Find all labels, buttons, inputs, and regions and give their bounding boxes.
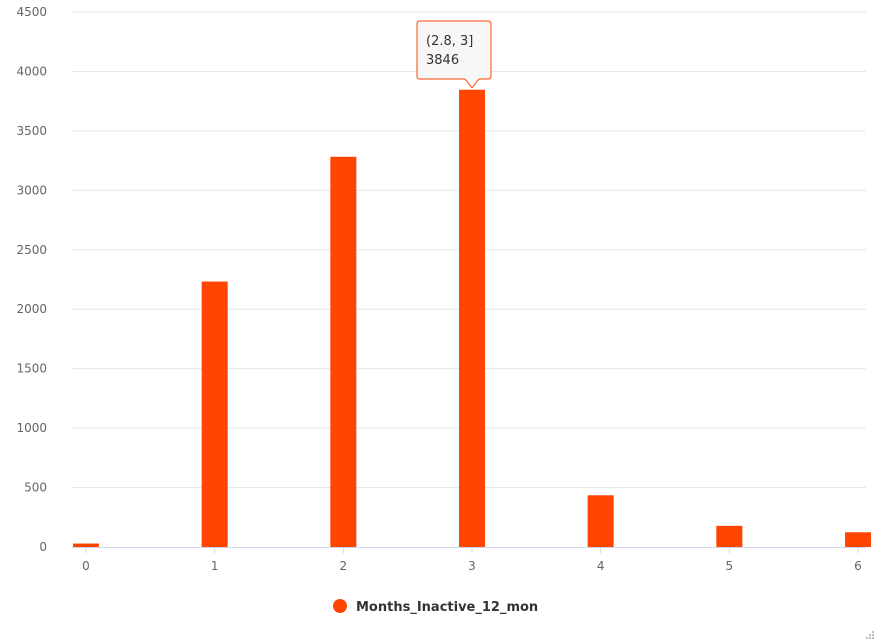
y-tick-label: 1000 [16,421,47,435]
bar[interactable] [845,532,871,547]
y-tick-label: 1500 [16,362,47,376]
x-tick-label: 0 [82,559,90,573]
x-tick-label: 5 [726,559,734,573]
y-tick-label: 4000 [16,64,47,78]
legend[interactable]: Months_Inactive_12_mon [333,599,538,615]
tooltip-value: 3846 [426,53,459,68]
legend-label[interactable]: Months_Inactive_12_mon [356,600,538,615]
bars [73,89,871,548]
x-tick-label: 6 [854,559,862,573]
y-tick-label: 0 [39,540,47,554]
x-tick-label: 2 [340,559,348,573]
y-tick-label: 2500 [16,243,47,257]
y-axis-tick-labels: 0 500 1000 1500 2000 2500 3000 3500 4000 4500 [16,5,47,554]
y-tick-label: 3500 [16,124,47,138]
bar[interactable] [330,156,357,547]
tooltip-label: (2.8, 3] [426,34,473,49]
tooltip-box [416,20,492,89]
y-tick-label: 2000 [16,302,47,316]
legend-marker[interactable] [333,599,347,613]
bar[interactable] [459,89,485,548]
bar[interactable] [587,495,614,547]
bar[interactable] [716,525,743,547]
x-tick-label: 3 [468,559,476,573]
y-tick-label: 500 [24,481,47,495]
x-axis-ticks: 0 1 2 3 4 5 6 [82,547,862,573]
y-tick-label: 4500 [16,5,47,19]
x-tick-label: 4 [597,559,605,573]
y-tick-label: 3000 [16,183,47,197]
resize-handle-icon[interactable] [862,629,874,641]
x-tick-label: 1 [211,559,219,573]
tooltip: (2.8, 3] 3846 [416,20,492,89]
bar[interactable] [201,281,228,547]
bar[interactable] [73,543,99,547]
